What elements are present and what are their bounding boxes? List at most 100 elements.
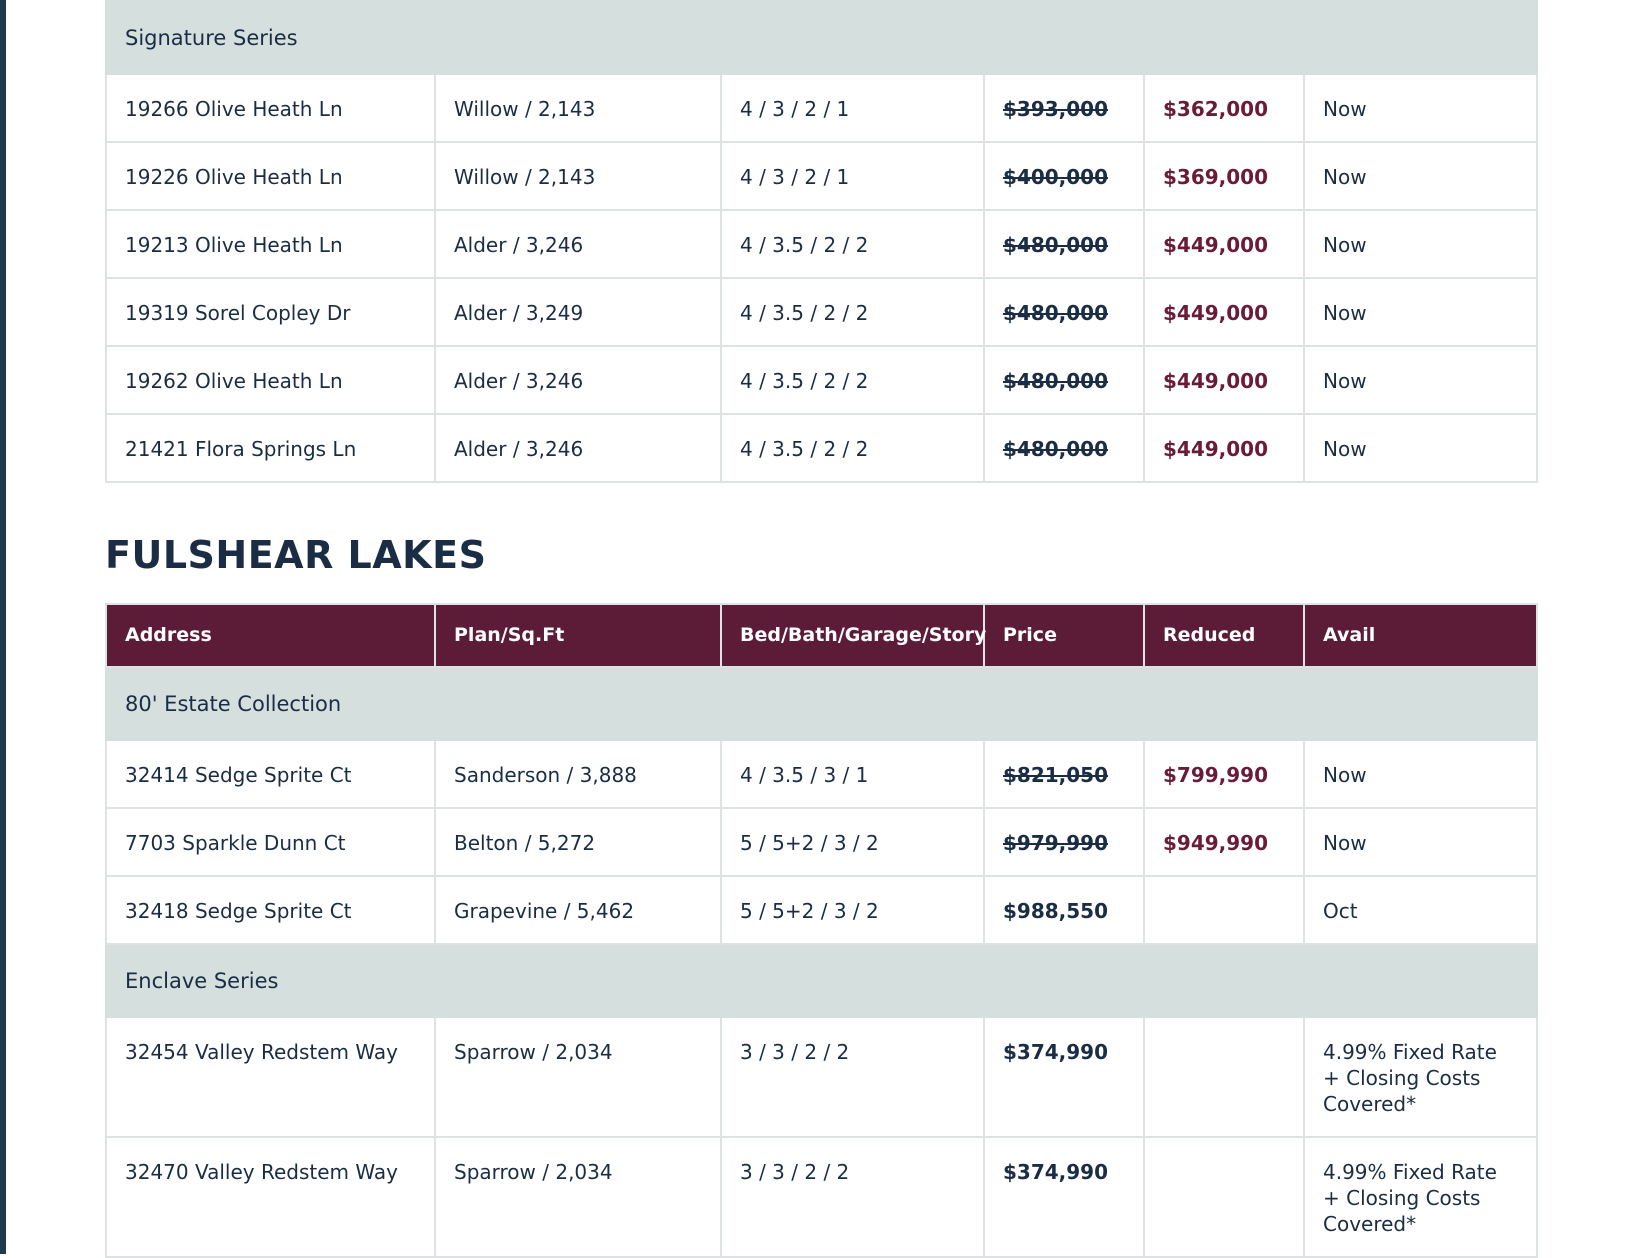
price-cell: $374,990 (983, 1016, 1145, 1138)
header-row: Address Plan/Sq.Ft Bed/Bath/Garage/Story Pr… (105, 603, 1538, 668)
avail-cell: Now (1302, 141, 1539, 211)
plan-cell: Alder / 3,246 (434, 345, 722, 415)
reduced-cell: $449,000 (1143, 277, 1305, 347)
price: $393,000 (1003, 97, 1109, 121)
reduced-cell: $449,000 (1143, 345, 1305, 415)
price: $480,000 (1003, 437, 1109, 461)
listing-row: 32454 Valley Redstem Way Sparrow / 2,034 3… (105, 1016, 1538, 1138)
reduced-cell (1143, 875, 1305, 945)
avail-cell: Now (1302, 413, 1539, 483)
address: 32470 Valley Redstem Way (125, 1160, 398, 1184)
address-cell: 19319 Sorel Copley Dr (105, 277, 436, 347)
group-row: Signature Series (104, 0, 1539, 75)
price-cell: $480,000 (983, 413, 1145, 483)
column-header: Avail (1303, 603, 1538, 668)
rooms-cell: 4 / 3 / 2 / 1 (720, 141, 985, 211)
address-cell: 19266 Olive Heath Ln (105, 73, 436, 143)
avail-cell: Oct (1303, 875, 1538, 945)
reduced: $369,000 (1163, 165, 1269, 189)
listing-row: 32414 Sedge Sprite Ct Sanderson / 3,888 4 … (105, 739, 1538, 809)
rooms-cell: 4 / 3.5 / 2 / 2 (720, 413, 985, 483)
price: $480,000 (1003, 233, 1109, 257)
address-cell: 19262 Olive Heath Ln (105, 345, 436, 415)
avail: 4.99% Fixed Rate + Closing Costs Covered… (1323, 1040, 1497, 1116)
listing-table: Signature Series 19266 Olive Heath Ln Will… (104, 0, 1539, 483)
reduced: $449,000 (1163, 301, 1269, 325)
avail: Now (1323, 97, 1367, 121)
plan-cell: Alder / 3,246 (434, 209, 722, 279)
plan: Alder / 3,246 (454, 437, 584, 461)
address: 19226 Olive Heath Ln (125, 165, 343, 189)
plan: Belton / 5,272 (454, 831, 596, 855)
column-header: Plan/Sq.Ft (434, 603, 722, 668)
plan: Willow / 2,143 (454, 165, 596, 189)
rooms-cell: 4 / 3.5 / 3 / 1 (720, 739, 985, 809)
table-body: Address Plan/Sq.Ft Bed/Bath/Garage/Story Pr… (105, 603, 1538, 1258)
avail: Oct (1323, 899, 1358, 923)
price-cell: $821,050 (983, 739, 1145, 809)
reduced-cell: $362,000 (1143, 73, 1305, 143)
rooms: 4 / 3 / 2 / 1 (740, 165, 850, 189)
price-cell: $480,000 (983, 277, 1145, 347)
address-cell: 19213 Olive Heath Ln (105, 209, 436, 279)
plan-cell: Alder / 3,249 (434, 277, 722, 347)
plan-cell: Alder / 3,246 (434, 413, 722, 483)
price: $821,050 (1003, 763, 1109, 787)
avail-cell: Now (1302, 345, 1539, 415)
listing-row: 7703 Sparkle Dunn Ct Belton / 5,272 5 / 5+… (105, 807, 1538, 877)
listing-row: 19266 Olive Heath Ln Willow / 2,143 4 / 3 … (105, 73, 1539, 143)
address: 19262 Olive Heath Ln (125, 369, 343, 393)
address-cell: 32414 Sedge Sprite Ct (105, 739, 436, 809)
listing-row: 32470 Valley Redstem Way Sparrow / 2,034 3… (105, 1136, 1538, 1258)
address-cell: 7703 Sparkle Dunn Ct (105, 807, 436, 877)
avail-cell: Now (1303, 739, 1538, 809)
plan-cell: Willow / 2,143 (434, 73, 722, 143)
plan: Alder / 3,246 (454, 233, 584, 257)
column-header: Bed/Bath/Garage/Story (720, 603, 986, 668)
rooms: 4 / 3.5 / 2 / 2 (740, 369, 869, 393)
price-cell: $480,000 (983, 209, 1145, 279)
avail-cell: 4.99% Fixed Rate + Closing Costs Covered… (1303, 1136, 1538, 1258)
table-body: Signature Series 19266 Olive Heath Ln Will… (104, 0, 1539, 483)
price-cell: $400,000 (983, 141, 1145, 211)
rooms-cell: 4 / 3.5 / 2 / 2 (720, 209, 985, 279)
rooms-cell: 3 / 3 / 2 / 2 (720, 1136, 985, 1258)
plan: Sparrow / 2,034 (454, 1160, 613, 1184)
plan: Sparrow / 2,034 (454, 1040, 613, 1064)
group-name: 80' Estate Collection (105, 666, 1538, 741)
reduced: $949,990 (1163, 831, 1269, 855)
group-row: 80' Estate Collection (105, 666, 1538, 741)
plan-cell: Grapevine / 5,462 (434, 875, 722, 945)
price: $979,990 (1003, 831, 1109, 855)
address-cell: 32454 Valley Redstem Way (105, 1016, 436, 1138)
reduced: $362,000 (1163, 97, 1269, 121)
avail: 4.99% Fixed Rate + Closing Costs Covered… (1323, 1160, 1497, 1236)
listing-row: 32418 Sedge Sprite Ct Grapevine / 5,462 5 … (105, 875, 1538, 945)
plan: Willow / 2,143 (454, 97, 596, 121)
rooms: 4 / 3.5 / 2 / 2 (740, 301, 869, 325)
listing-table: Address Plan/Sq.Ft Bed/Bath/Garage/Story Pr… (105, 603, 1538, 1258)
avail: Now (1323, 165, 1367, 189)
plan-cell: Sparrow / 2,034 (434, 1016, 722, 1138)
content: Signature Series 19266 Olive Heath Ln Will… (104, 0, 1539, 1258)
price-cell: $393,000 (983, 73, 1145, 143)
price-cell: $374,990 (983, 1136, 1145, 1258)
rooms-cell: 3 / 3 / 2 / 2 (720, 1016, 985, 1138)
address: 19319 Sorel Copley Dr (125, 301, 351, 325)
rooms: 4 / 3 / 2 / 1 (740, 97, 850, 121)
reduced-cell (1143, 1136, 1305, 1258)
reduced-cell: $449,000 (1143, 413, 1305, 483)
address-cell: 32418 Sedge Sprite Ct (105, 875, 436, 945)
plan-cell: Willow / 2,143 (434, 141, 722, 211)
rooms: 4 / 3.5 / 2 / 2 (740, 233, 869, 257)
rooms-cell: 4 / 3.5 / 2 / 2 (720, 277, 985, 347)
address-cell: 32470 Valley Redstem Way (105, 1136, 436, 1258)
price-cell: $480,000 (983, 345, 1145, 415)
rooms: 4 / 3.5 / 3 / 1 (740, 763, 869, 787)
reduced-cell: $799,990 (1143, 739, 1305, 809)
reduced: $449,000 (1163, 369, 1269, 393)
address: 19266 Olive Heath Ln (125, 97, 343, 121)
group-name: Enclave Series (105, 943, 1538, 1018)
rooms: 5 / 5+2 / 3 / 2 (740, 831, 879, 855)
rooms: 4 / 3.5 / 2 / 2 (740, 437, 869, 461)
